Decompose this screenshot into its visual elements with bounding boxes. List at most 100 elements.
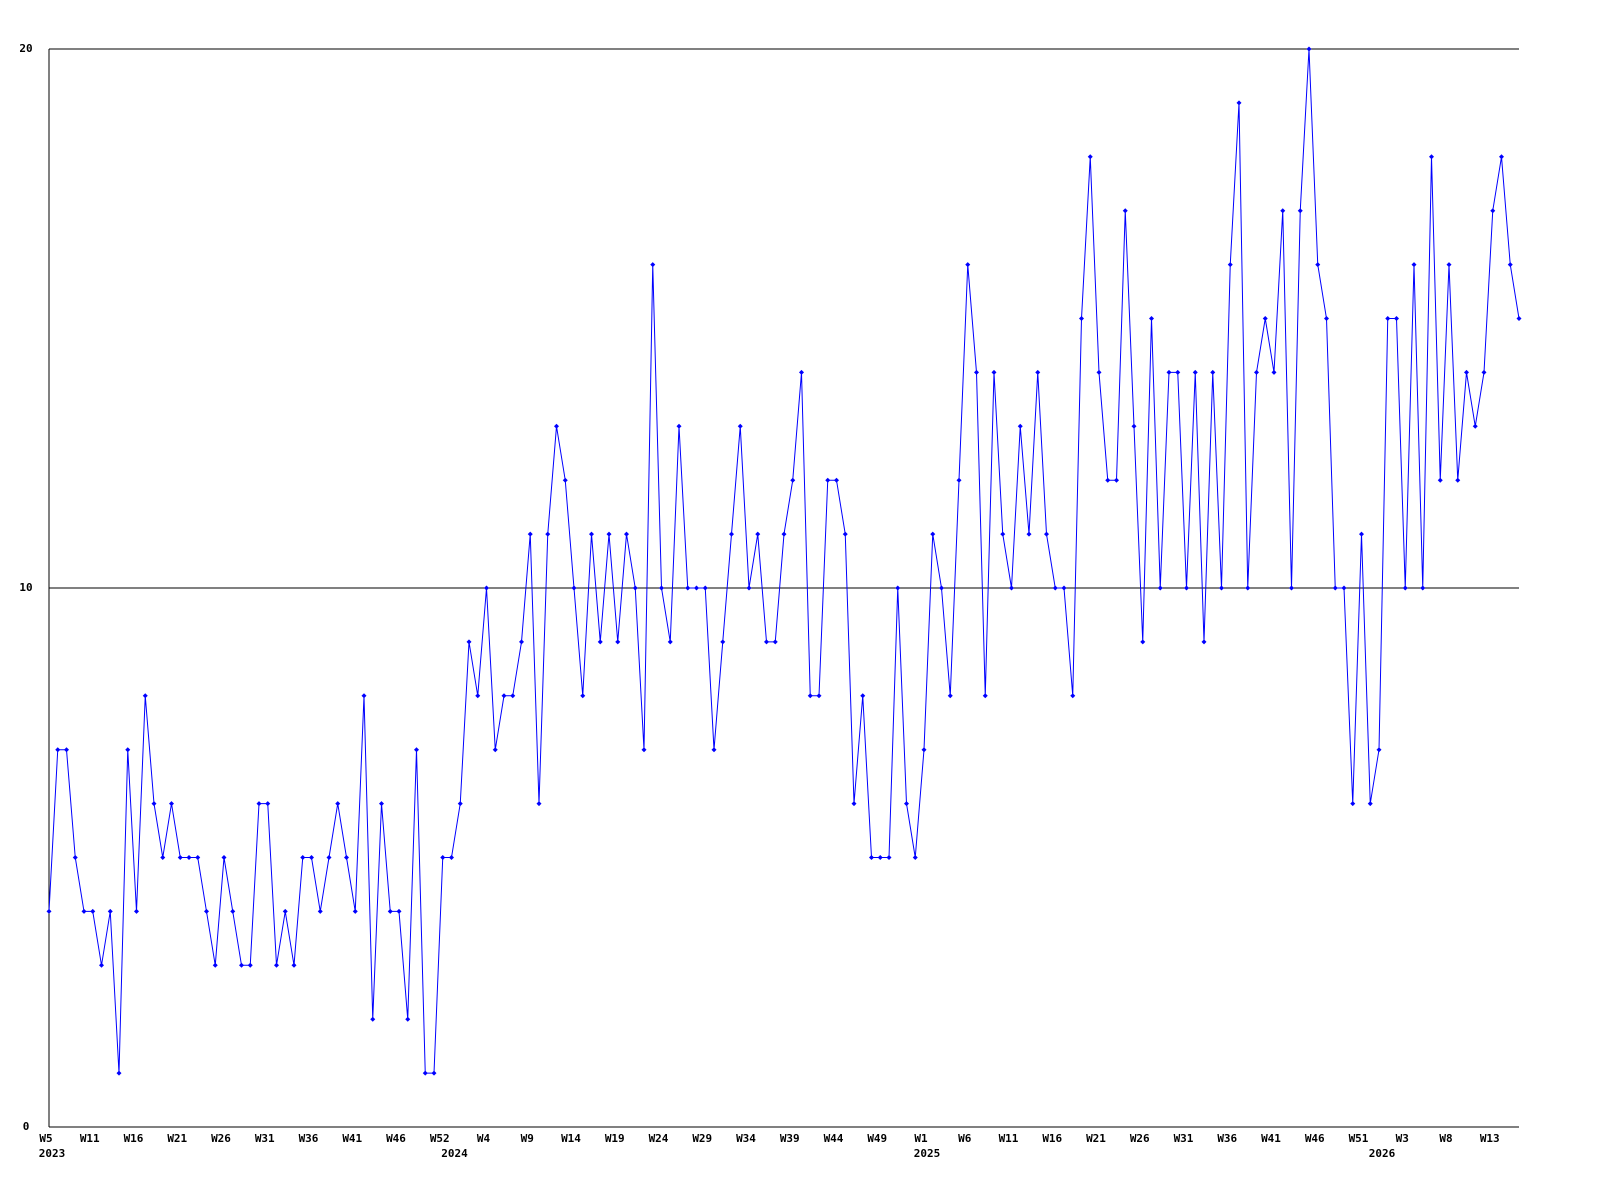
data-point — [1499, 154, 1504, 160]
data-point — [466, 639, 472, 645]
x-tick-label: W41 — [1261, 1132, 1281, 1145]
data-point — [440, 855, 446, 860]
data-point — [562, 477, 568, 483]
data-point — [659, 585, 664, 591]
data-point — [790, 477, 796, 483]
x-tick-label: W46 — [1305, 1132, 1325, 1145]
data-point — [449, 855, 454, 860]
x-tick-label: W5 — [39, 1132, 52, 1145]
data-point — [475, 693, 481, 699]
x-tick-label: W36 — [299, 1132, 319, 1145]
data-point — [1035, 369, 1041, 375]
x-tick-label: W26 — [211, 1132, 231, 1145]
data-point — [177, 855, 183, 860]
year-label: 2023 — [39, 1147, 66, 1160]
year-label: 2024 — [441, 1147, 468, 1160]
data-point — [694, 585, 699, 591]
data-point — [1262, 316, 1268, 321]
x-tick-label: W34 — [736, 1132, 756, 1145]
data-point — [379, 801, 384, 807]
x-tick-label: W39 — [780, 1132, 800, 1145]
data-point — [947, 693, 953, 699]
data-point — [274, 962, 279, 968]
data-point — [930, 531, 936, 537]
data-point — [1481, 369, 1487, 375]
data-point — [807, 693, 813, 699]
data-point — [55, 747, 61, 753]
data-point — [737, 423, 743, 429]
x-tick-label: W31 — [1174, 1132, 1194, 1145]
data-point — [1490, 208, 1496, 214]
data-point — [1079, 316, 1084, 321]
data-point — [1332, 585, 1338, 591]
data-point — [1166, 369, 1172, 375]
x-tick-label: W16 — [1042, 1132, 1062, 1145]
x-tick-label: W44 — [824, 1132, 844, 1145]
data-point — [1420, 585, 1426, 591]
data-point — [309, 855, 314, 860]
data-point — [317, 908, 323, 914]
data-point — [956, 477, 962, 483]
data-point — [1000, 531, 1006, 537]
data-point — [1087, 154, 1093, 160]
data-point — [396, 908, 402, 914]
data-point — [921, 747, 927, 753]
data-point — [1341, 585, 1347, 591]
data-point — [781, 531, 787, 537]
data-point — [501, 693, 507, 699]
data-point — [624, 531, 629, 537]
data-point — [239, 962, 244, 968]
data-point — [1271, 369, 1277, 375]
data-line — [48, 48, 1520, 1074]
year-label: 2026 — [1369, 1147, 1396, 1160]
data-point — [1472, 423, 1478, 429]
data-point — [615, 639, 621, 645]
data-point — [842, 531, 848, 537]
data-point — [1437, 477, 1443, 483]
data-point — [869, 855, 874, 860]
data-point — [1402, 585, 1408, 591]
y-tick-label: 0 — [23, 1120, 30, 1133]
data-point — [632, 585, 638, 591]
data-point — [1367, 801, 1373, 807]
data-point — [982, 693, 988, 699]
x-tick-label: W1 — [914, 1132, 928, 1145]
data-point — [1385, 316, 1391, 321]
data-point — [939, 585, 944, 591]
x-tick-label: W19 — [605, 1132, 625, 1145]
data-point — [256, 801, 262, 807]
data-point — [1455, 477, 1461, 483]
data-point — [1507, 262, 1513, 268]
data-point — [799, 369, 804, 375]
data-point — [851, 801, 857, 807]
x-tick-label: W11 — [80, 1132, 100, 1145]
data-point — [1289, 585, 1294, 591]
data-point — [282, 908, 288, 914]
data-point — [1315, 262, 1321, 268]
data-point — [685, 585, 691, 591]
data-point — [1184, 585, 1189, 591]
data-point — [554, 423, 559, 429]
data-point — [1394, 316, 1399, 321]
data-point — [1201, 639, 1207, 645]
data-point — [107, 908, 113, 914]
x-tick-label: W11 — [999, 1132, 1019, 1145]
data-point — [1210, 369, 1216, 375]
data-point — [1017, 423, 1023, 429]
data-point — [142, 693, 148, 699]
x-tick-label: W9 — [521, 1132, 534, 1145]
data-point — [1446, 262, 1452, 268]
data-point — [186, 855, 192, 860]
data-point — [1026, 531, 1032, 537]
data-point — [510, 693, 516, 699]
data-point — [1219, 585, 1224, 591]
data-point — [414, 747, 419, 753]
data-point — [1429, 154, 1434, 160]
data-point — [816, 693, 822, 699]
data-point — [991, 369, 997, 375]
data-point — [860, 693, 866, 699]
data-point — [81, 908, 87, 914]
data-point — [72, 855, 78, 860]
x-tick-label: W13 — [1480, 1132, 1500, 1145]
